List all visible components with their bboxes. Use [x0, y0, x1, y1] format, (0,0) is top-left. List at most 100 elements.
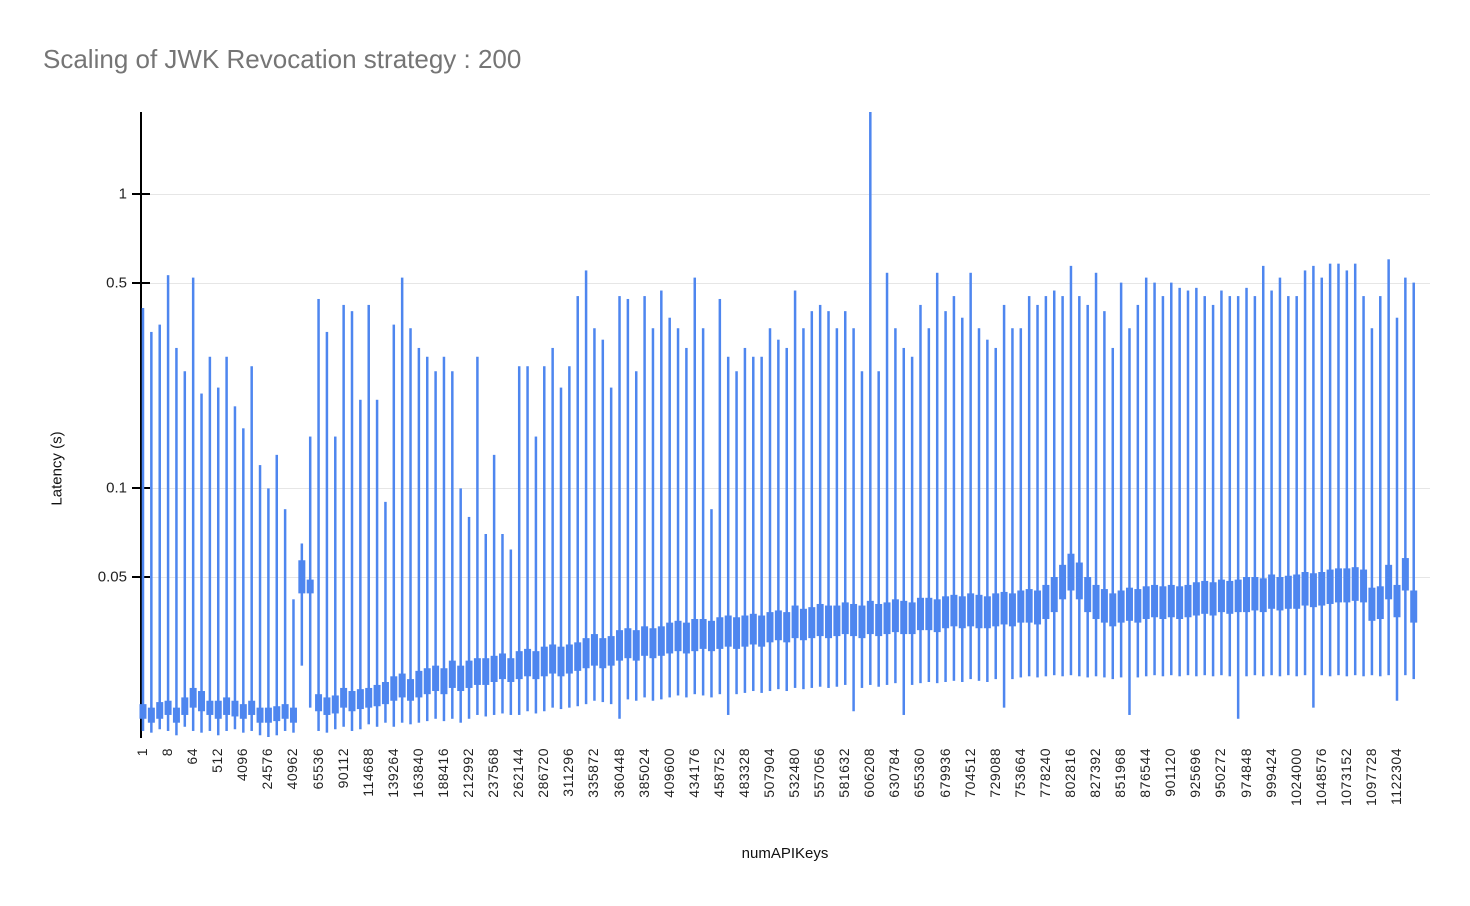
- candle[interactable]: [950, 296, 958, 681]
- candle[interactable]: [223, 356, 231, 731]
- candle[interactable]: [248, 366, 256, 731]
- candle[interactable]: [682, 347, 690, 698]
- candle[interactable]: [356, 399, 364, 730]
- candle[interactable]: [440, 356, 448, 722]
- candle[interactable]: [1368, 328, 1376, 676]
- candle[interactable]: [1209, 304, 1217, 677]
- candle[interactable]: [289, 599, 297, 733]
- candle[interactable]: [398, 277, 406, 723]
- candle[interactable]: [942, 311, 950, 682]
- candle[interactable]: [298, 543, 306, 666]
- candle[interactable]: [1176, 287, 1184, 677]
- candle[interactable]: [741, 347, 749, 693]
- candle[interactable]: [1159, 296, 1167, 677]
- candle[interactable]: [1109, 347, 1117, 680]
- candle[interactable]: [407, 328, 415, 725]
- candle[interactable]: [799, 328, 807, 690]
- candle[interactable]: [641, 296, 649, 698]
- candle[interactable]: [348, 311, 356, 731]
- candle[interactable]: [624, 298, 632, 700]
- candle[interactable]: [507, 549, 515, 715]
- candle[interactable]: [716, 298, 724, 695]
- candle[interactable]: [1000, 304, 1008, 708]
- candle[interactable]: [908, 356, 916, 685]
- candle[interactable]: [1226, 296, 1234, 677]
- candle[interactable]: [574, 296, 582, 707]
- candle[interactable]: [164, 275, 172, 731]
- candle[interactable]: [607, 387, 615, 705]
- candle[interactable]: [616, 296, 624, 719]
- candle[interactable]: [1167, 282, 1175, 676]
- candle[interactable]: [1284, 296, 1292, 676]
- candle[interactable]: [1184, 290, 1192, 676]
- candle[interactable]: [331, 436, 339, 730]
- candle[interactable]: [858, 371, 866, 688]
- candle[interactable]: [1334, 263, 1342, 676]
- candle[interactable]: [565, 366, 573, 708]
- candle[interactable]: [1309, 265, 1317, 708]
- candle[interactable]: [1385, 259, 1393, 676]
- candle[interactable]: [766, 328, 774, 692]
- candle[interactable]: [875, 371, 883, 687]
- candle[interactable]: [1059, 296, 1067, 677]
- candle[interactable]: [1376, 296, 1384, 677]
- candle[interactable]: [1034, 304, 1042, 678]
- candle[interactable]: [415, 347, 423, 723]
- candle[interactable]: [1268, 290, 1276, 676]
- candle[interactable]: [281, 509, 289, 731]
- candle[interactable]: [1410, 282, 1418, 680]
- candle[interactable]: [1301, 270, 1309, 676]
- candle[interactable]: [1401, 277, 1409, 676]
- candle[interactable]: [866, 112, 874, 685]
- candle[interactable]: [833, 328, 841, 687]
- candle[interactable]: [1243, 287, 1251, 677]
- candle[interactable]: [189, 277, 197, 731]
- candle[interactable]: [1259, 265, 1267, 677]
- candle[interactable]: [490, 454, 498, 715]
- candle[interactable]: [891, 328, 899, 684]
- candle[interactable]: [1192, 287, 1200, 677]
- candle[interactable]: [1042, 296, 1050, 677]
- candle[interactable]: [1351, 263, 1359, 676]
- candle[interactable]: [1117, 282, 1125, 678]
- candle[interactable]: [549, 347, 557, 708]
- candle[interactable]: [524, 366, 532, 712]
- candle[interactable]: [783, 347, 791, 692]
- candle[interactable]: [448, 371, 456, 719]
- candle[interactable]: [1151, 282, 1159, 676]
- candle[interactable]: [340, 304, 348, 727]
- candle[interactable]: [632, 371, 640, 701]
- candle[interactable]: [273, 454, 281, 736]
- candle[interactable]: [1318, 277, 1326, 676]
- candle[interactable]: [198, 393, 206, 733]
- candle[interactable]: [1008, 328, 1016, 680]
- candle[interactable]: [1092, 272, 1100, 677]
- candle[interactable]: [390, 324, 398, 727]
- candle[interactable]: [758, 356, 766, 693]
- candle[interactable]: [432, 371, 440, 719]
- candle[interactable]: [724, 356, 732, 715]
- candle[interactable]: [992, 347, 1000, 680]
- candle[interactable]: [691, 277, 699, 695]
- candle[interactable]: [975, 328, 983, 681]
- candle[interactable]: [181, 371, 189, 727]
- candle[interactable]: [1360, 296, 1368, 677]
- candle[interactable]: [256, 465, 264, 736]
- candle[interactable]: [791, 290, 799, 688]
- candle[interactable]: [172, 347, 180, 736]
- candle[interactable]: [139, 308, 147, 731]
- candle[interactable]: [1100, 311, 1108, 678]
- candle[interactable]: [323, 331, 331, 733]
- candle[interactable]: [1125, 328, 1133, 715]
- candle[interactable]: [749, 356, 757, 692]
- candle[interactable]: [457, 488, 465, 723]
- candle[interactable]: [1234, 296, 1242, 719]
- candle[interactable]: [156, 324, 164, 730]
- candle[interactable]: [540, 366, 548, 712]
- candle[interactable]: [825, 311, 833, 688]
- candle[interactable]: [1393, 317, 1401, 701]
- candle[interactable]: [674, 328, 682, 696]
- candle[interactable]: [1343, 270, 1351, 677]
- candle[interactable]: [816, 304, 824, 687]
- candle[interactable]: [967, 272, 975, 680]
